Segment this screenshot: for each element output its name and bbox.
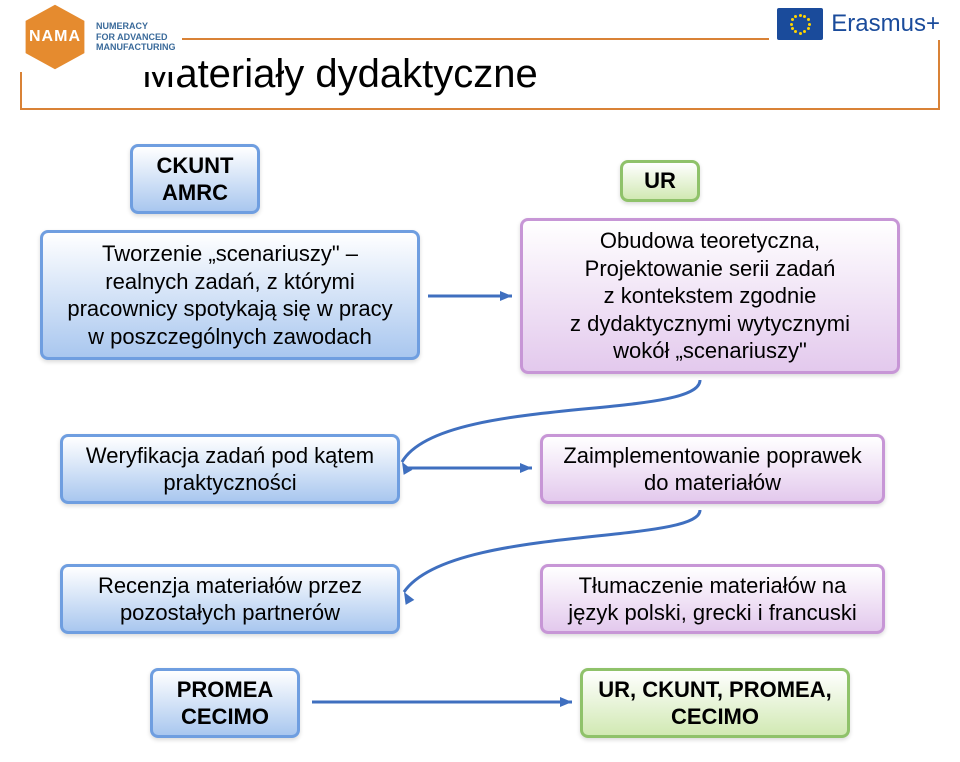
- tagline-line: FOR ADVANCED: [96, 32, 168, 42]
- box-urckunt: UR, CKUNT, PROMEA,CECIMO: [580, 668, 850, 738]
- box-line: Tłumaczenie materiałów na: [579, 572, 847, 600]
- tagline-line: NUMERACY: [96, 21, 148, 31]
- box-line: Tworzenie „scenariuszy" –: [102, 240, 358, 268]
- box-line: CECIMO: [671, 703, 759, 731]
- box-line: UR: [644, 167, 676, 195]
- logo-nama: NAMA NUMERACY FOR ADVANCED MANUFACTURING: [20, 2, 182, 72]
- logo-erasmus: Erasmus+: [769, 8, 940, 40]
- box-line: praktyczności: [163, 469, 296, 497]
- page-title: Materiały dydaktyczne: [142, 52, 538, 97]
- box-line: pozostałych partnerów: [120, 599, 340, 627]
- eu-flag-icon: [777, 8, 823, 40]
- box-line: realnych zadań, z którymi: [105, 268, 354, 296]
- box-line: Zaimplementowanie poprawek: [563, 442, 861, 470]
- box-line: AMRC: [162, 179, 228, 207]
- box-promea: PROMEACECIMO: [150, 668, 300, 738]
- box-tworzenie: Tworzenie „scenariuszy" –realnych zadań,…: [40, 230, 420, 360]
- box-line: w poszczególnych zawodach: [88, 323, 372, 351]
- box-line: CKUNT: [157, 152, 234, 180]
- box-line: Recenzja materiałów przez: [98, 572, 362, 600]
- box-line: CECIMO: [181, 703, 269, 731]
- box-ckunt: CKUNTAMRC: [130, 144, 260, 214]
- nama-badge-text: NAMA: [20, 2, 90, 72]
- box-line: Weryfikacja zadań pod kątem: [86, 442, 374, 470]
- box-line: język polski, grecki i francuski: [568, 599, 857, 627]
- box-line: pracownicy spotykają się w pracy: [67, 295, 392, 323]
- box-weryfikacja: Weryfikacja zadań pod kątempraktyczności: [60, 434, 400, 504]
- box-line: Projektowanie serii zadań: [585, 255, 836, 283]
- nama-tagline: NUMERACY FOR ADVANCED MANUFACTURING: [96, 21, 176, 52]
- box-obudowa: Obudowa teoretyczna,Projektowanie serii …: [520, 218, 900, 374]
- box-line: PROMEA: [177, 676, 274, 704]
- box-line: UR, CKUNT, PROMEA,: [598, 676, 831, 704]
- box-tlumaczenie: Tłumaczenie materiałów najęzyk polski, g…: [540, 564, 885, 634]
- box-line: do materiałów: [644, 469, 781, 497]
- box-line: wokół „scenariuszy": [613, 337, 807, 365]
- box-ur: UR: [620, 160, 700, 202]
- box-zaimplementowanie: Zaimplementowanie poprawekdo materiałów: [540, 434, 885, 504]
- header: Materiały dydaktyczne NAMA NUMERACY FOR …: [20, 20, 940, 110]
- box-line: z kontekstem zgodnie: [604, 282, 817, 310]
- box-line: Obudowa teoretyczna,: [600, 227, 820, 255]
- tagline-line: MANUFACTURING: [96, 42, 176, 52]
- nama-badge: NAMA: [20, 2, 90, 72]
- diagram-arrows: [0, 0, 960, 762]
- box-recenzja: Recenzja materiałów przezpozostałych par…: [60, 564, 400, 634]
- erasmus-text: Erasmus+: [831, 10, 940, 38]
- box-line: z dydaktycznymi wytycznymi: [570, 310, 850, 338]
